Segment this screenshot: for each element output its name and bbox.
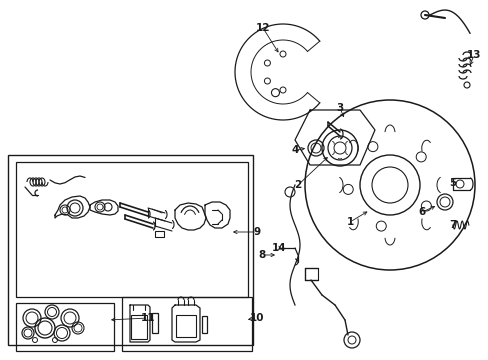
Bar bbox=[202, 316, 206, 333]
Text: 4: 4 bbox=[291, 145, 298, 155]
Text: 12: 12 bbox=[255, 23, 270, 33]
Text: 5: 5 bbox=[448, 178, 456, 188]
Bar bbox=[131, 315, 147, 339]
Text: 9: 9 bbox=[253, 227, 260, 237]
Bar bbox=[8, 155, 252, 345]
Bar bbox=[16, 303, 114, 351]
Text: 1: 1 bbox=[346, 217, 353, 227]
Bar bbox=[155, 231, 163, 237]
Text: 10: 10 bbox=[249, 313, 264, 323]
Text: 7: 7 bbox=[448, 220, 456, 230]
Bar bbox=[16, 162, 247, 297]
Bar bbox=[152, 313, 158, 333]
Text: 8: 8 bbox=[258, 250, 265, 260]
Text: 13: 13 bbox=[466, 50, 480, 60]
Bar bbox=[176, 315, 196, 337]
Text: 6: 6 bbox=[418, 207, 425, 217]
Bar bbox=[122, 297, 251, 351]
Text: 3: 3 bbox=[336, 103, 343, 113]
Text: 2: 2 bbox=[294, 180, 301, 190]
Text: 14: 14 bbox=[271, 243, 286, 253]
Text: 11: 11 bbox=[141, 313, 155, 323]
